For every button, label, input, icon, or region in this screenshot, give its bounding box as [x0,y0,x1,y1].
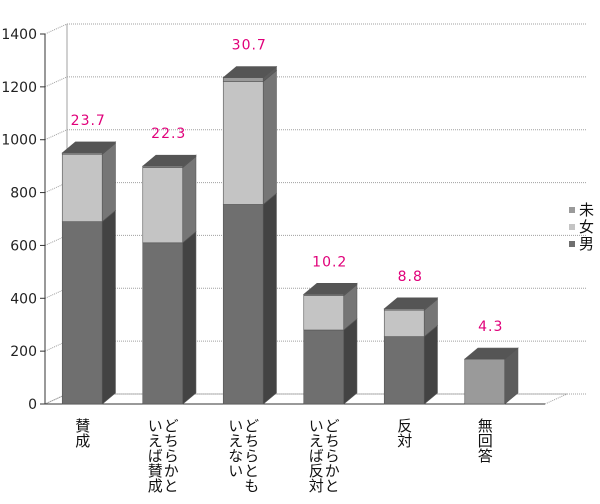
bar-side-2-series-1 [262,69,277,206]
y-tick-label-1200: 1200 [1,80,37,96]
y-tick-label-600: 600 [10,238,37,254]
bar-group-2 [222,65,278,405]
bar-side-3-series-0 [343,318,358,405]
bar-0-series-0 [61,221,103,405]
legend-label-女: 女 [579,218,594,236]
legend-swatch-未 [569,207,575,213]
y-tick-label-0: 0 [28,397,37,413]
x-tick-label-2-line-1: いえない [226,418,244,478]
bar-side-2-series-0 [262,192,277,405]
bar-0-series-1 [61,153,103,222]
bar-side-0-series-0 [101,210,116,405]
bar-4-series-0 [383,336,425,405]
bar-group-4 [383,297,439,405]
y-tick-label-800: 800 [10,186,37,202]
y-tick-label-1000: 1000 [1,133,37,149]
bar-top-5 [463,347,519,360]
bar-group-1 [141,154,197,405]
x-tick-label-5-line-0: 無回答 [476,418,494,463]
bar-group-0 [61,141,117,405]
bar-layer [61,65,519,405]
y-tick-label-200: 200 [10,344,37,360]
legend-label-未: 未 [579,201,594,219]
gridline-side-1000 [44,129,68,141]
x-tick-label-3-line-1: いえば反対 [307,418,325,493]
bar-4-series-1 [383,309,425,337]
x-tick-label-2-line-0: どちらとも [242,418,260,493]
bar-3-series-1 [303,295,345,331]
bar-top-1 [141,154,197,167]
x-tick-label-3-line-0: どちらかと [323,418,341,493]
legend: 未女男 [569,201,594,253]
axis-layer: 0 200 400 600 800 1000 1200 1400 [1,24,545,413]
label-layer: 23.7賛成22.3どちらかといえば賛成30.7どちらともいえない10.2どちら… [71,38,503,495]
bar-2-series-1 [222,81,264,205]
bar-2-series-2 [222,77,264,82]
gridline-side-1400 [44,23,68,35]
legend-swatch-女 [569,224,575,230]
legend-label-男: 男 [579,235,594,253]
bar-2-series-0 [222,204,264,405]
y-tick-label-400: 400 [10,291,37,307]
bar-side-1-series-1 [182,155,197,244]
data-label-5: 4.3 [478,319,503,335]
x-tick-label-1-line-1: いえば賛成 [146,418,164,494]
bar-top-3 [302,283,358,295]
gridline-side-1200 [44,76,68,88]
bar-group-3 [302,282,358,405]
bar-1-series-0 [142,242,184,405]
x-tick-label-5: 無回答 [476,418,494,463]
bar-5-series-2 [464,358,506,405]
bar-side-4-series-0 [423,324,438,405]
bar-top-4 [383,297,439,310]
bar-group-5 [463,347,519,405]
bar-3-series-0 [303,329,345,405]
bar-1-series-1 [142,167,184,244]
bar-top-0 [61,141,117,154]
data-label-0: 23.7 [71,113,106,129]
data-label-2: 30.7 [232,38,267,54]
bar-side-1-series-0 [182,231,197,405]
data-label-4: 8.8 [398,269,423,285]
chart-floor [44,393,568,405]
bar-top-2 [222,66,278,78]
x-tick-label-4: 反対 [395,418,413,448]
x-tick-label-4-line-0: 反対 [395,418,413,448]
legend-swatch-男 [569,241,575,247]
data-label-3: 10.2 [312,254,347,270]
bar-side-0-series-1 [101,142,116,223]
data-label-1: 22.3 [151,126,186,142]
x-tick-label-0: 賛成 [73,418,91,449]
x-tick-label-1-line-0: どちらかと [162,418,180,493]
x-tick-label-0-line-0: 賛成 [73,418,91,449]
y-tick-label-1400: 1400 [1,27,37,43]
